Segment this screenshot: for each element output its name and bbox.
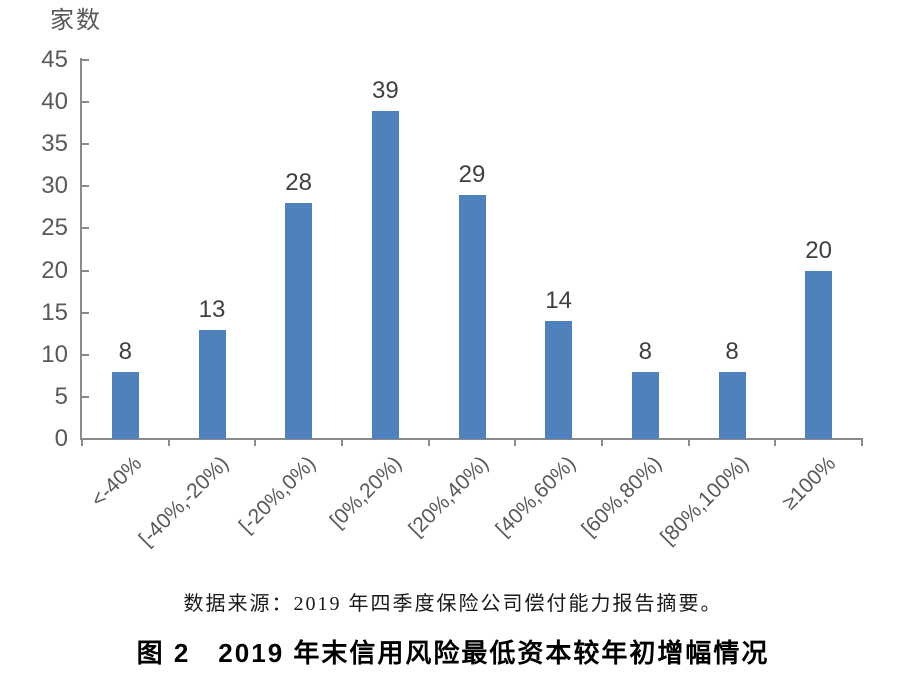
y-tick [82,143,89,146]
source-note: 数据来源：2019 年四季度保险公司偿付能力报告摘要。 [183,593,723,615]
x-tick [341,439,343,446]
y-tick [82,185,89,188]
bar [371,110,399,439]
y-axis-line [80,58,82,440]
y-tick-label: 0 [54,425,68,452]
x-axis-line [80,438,863,440]
y-tick-label: 5 [54,382,68,410]
x-tick [81,439,83,446]
y-axis-title: 家数 [50,8,102,34]
bar [805,270,833,439]
bar [545,321,573,439]
y-tick-label: 40 [41,88,68,116]
x-tick [427,439,430,446]
x-tick [687,439,690,446]
bar-value-label: 8 [118,337,132,365]
y-tick-label: 30 [41,172,68,200]
bar-value-label: 8 [638,337,652,365]
x-tick [861,439,863,446]
y-tick-label: 45 [41,46,68,73]
figure-title: 图 2 2019 年末信用风险最低资本较年初增幅情况 [136,638,770,668]
bar-value-label: 39 [371,76,399,104]
bar [718,371,746,439]
y-tick-label: 15 [41,298,68,326]
x-tick [254,439,257,446]
bar-value-label: 8 [725,337,739,365]
y-tick [82,311,89,314]
bar [458,194,486,439]
y-tick-label: 25 [41,214,68,242]
bar-value-label: 20 [805,236,832,264]
y-tick-label: 20 [41,256,68,284]
bar [631,371,659,439]
x-tick [167,439,170,446]
bar-value-label: 28 [285,169,312,197]
y-tick [82,227,89,230]
bar-value-label: 13 [198,295,226,323]
bar-value-label: 29 [458,160,486,188]
bar [111,371,139,439]
x-tick [601,439,603,446]
y-tick [82,59,89,61]
y-tick-label: 10 [41,340,68,368]
y-tick-label: 35 [41,130,68,158]
bar [198,329,226,439]
bar-value-label: 14 [545,287,572,315]
y-tick [82,101,89,104]
bar [285,203,313,439]
y-tick [82,395,89,398]
y-tick [82,269,89,272]
x-tick [514,439,517,446]
x-tick [774,439,777,446]
y-tick [82,353,89,356]
